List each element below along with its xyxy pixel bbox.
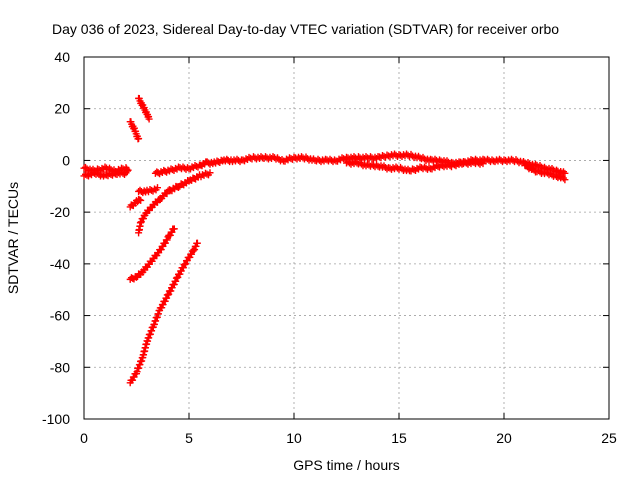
chart-title: Day 036 of 2023, Sidereal Day-to-day VTE… [52, 21, 559, 37]
data-point [179, 264, 187, 272]
x-tick-label: 0 [80, 430, 88, 446]
data-point [129, 376, 137, 384]
data-point [560, 168, 567, 176]
data-point [193, 239, 201, 247]
x-tick-label: 20 [496, 430, 512, 446]
data-point [145, 115, 153, 123]
data-point [133, 273, 140, 281]
data-point [170, 225, 178, 233]
data-point [122, 169, 130, 177]
data-point [561, 176, 569, 184]
data-point [135, 135, 143, 143]
y-tick-label: -60 [50, 308, 70, 324]
data-point [560, 174, 567, 182]
y-tick-label: 0 [62, 152, 70, 168]
y-tick-label: 20 [54, 101, 70, 117]
y-tick-label: 40 [54, 49, 70, 65]
data-point [479, 160, 487, 168]
data-point [478, 158, 485, 166]
data-point [176, 270, 184, 278]
y-axis-label: SDTVAR / TECUs [5, 182, 21, 294]
x-tick-label: 10 [286, 430, 302, 446]
data-point [163, 236, 171, 244]
x-tick-label: 5 [185, 430, 193, 446]
grid-lines [84, 57, 609, 419]
x-axis-label: GPS time / hours [293, 457, 400, 473]
data-point [154, 184, 161, 192]
x-tick-label: 25 [601, 430, 617, 446]
data-point [175, 183, 182, 191]
x-tick-label: 15 [391, 430, 407, 446]
data-points [80, 94, 569, 387]
plot-frame [83, 56, 610, 420]
y-tick-label: -20 [50, 204, 70, 220]
data-point [206, 169, 214, 177]
y-tick-label: -40 [50, 256, 70, 272]
y-tick-label: -100 [42, 411, 70, 427]
data-point [166, 231, 174, 239]
data-point [137, 196, 145, 204]
axis-ticks: 0 5 10 15 20 25 -100 -80 -60 -40 -20 0 20 40 [42, 49, 617, 446]
y-tick-label: -80 [50, 359, 70, 375]
